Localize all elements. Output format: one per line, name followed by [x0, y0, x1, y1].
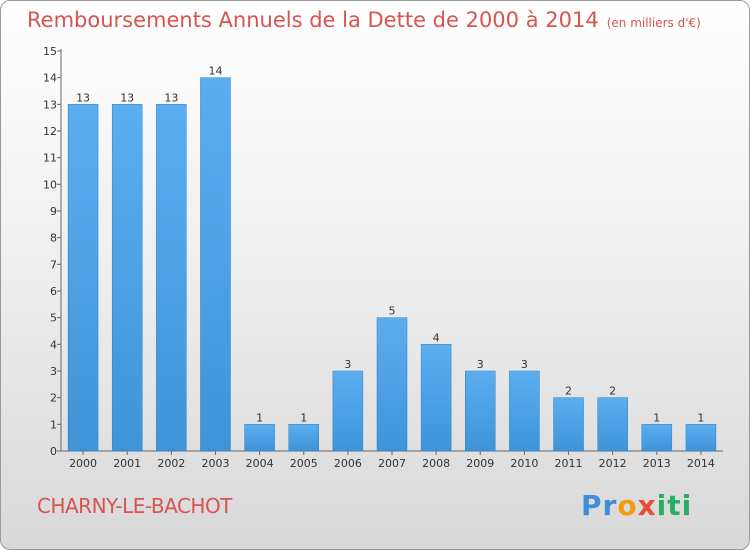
bar	[332, 370, 364, 452]
y-tick-label: 1	[50, 418, 57, 431]
logo-letter: o	[617, 489, 638, 522]
logo-letter: i	[681, 489, 693, 522]
logo-letter: i	[656, 489, 668, 522]
x-tick-label: 2000	[69, 457, 97, 470]
bar-value-label: 3	[344, 358, 351, 371]
y-tick-label: 9	[50, 205, 57, 218]
y-tick-label: 6	[50, 285, 57, 298]
bar	[156, 104, 187, 452]
y-tick-label: 7	[50, 258, 57, 271]
logo-letter: P	[581, 489, 603, 522]
bar-value-label: 14	[208, 65, 222, 78]
bar-value-label: 2	[609, 385, 616, 398]
y-tick-label: 3	[50, 365, 57, 378]
bar-value-label: 13	[76, 91, 90, 104]
bar	[509, 370, 540, 452]
bar	[465, 370, 496, 452]
x-tick-label: 2002	[157, 457, 185, 470]
x-tick-label: 2003	[201, 457, 229, 470]
bar-value-label: 3	[477, 358, 484, 371]
chart-title: Remboursements Annuels de la Dette de 20…	[27, 8, 599, 32]
bar-value-label: 13	[120, 91, 134, 104]
y-tick-label: 11	[43, 152, 57, 165]
x-tick-label: 2013	[643, 457, 671, 470]
y-tick-label: 2	[50, 392, 57, 405]
x-tick-label: 2005	[290, 457, 318, 470]
bar	[420, 344, 452, 452]
bar-value-label: 1	[697, 411, 704, 424]
bar	[553, 397, 584, 452]
bar	[111, 104, 143, 452]
bar	[67, 104, 99, 452]
bar	[685, 424, 717, 452]
proxiti-logo: Proxiti	[581, 489, 692, 522]
bar-value-label: 1	[256, 411, 263, 424]
x-tick-label: 2004	[246, 457, 274, 470]
chart-title-block: Remboursements Annuels de la Dette de 20…	[27, 8, 701, 32]
bar	[376, 317, 408, 452]
x-tick-label: 2014	[687, 457, 715, 470]
y-tick-label: 13	[43, 98, 57, 111]
logo-letter: r	[602, 489, 618, 522]
x-tick-label: 2012	[599, 457, 627, 470]
bar	[641, 424, 673, 452]
y-tick-label: 5	[50, 312, 57, 325]
y-tick-label: 15	[43, 45, 57, 58]
bar	[244, 424, 275, 452]
x-tick-label: 2009	[466, 457, 494, 470]
bar-value-label: 13	[164, 91, 178, 104]
bar	[597, 397, 628, 452]
y-tick-label: 14	[43, 72, 57, 85]
y-tick-label: 8	[50, 232, 57, 245]
logo-letter: t	[667, 489, 682, 522]
x-tick-label: 2006	[334, 457, 362, 470]
bar-value-label: 1	[653, 411, 660, 424]
bar	[200, 77, 231, 452]
y-tick-label: 10	[43, 178, 57, 191]
bar-value-label: 2	[565, 385, 572, 398]
x-tick-label: 2011	[555, 457, 583, 470]
bar-value-label: 1	[300, 411, 307, 424]
x-tick-label: 2007	[378, 457, 406, 470]
x-tick-label: 2001	[113, 457, 141, 470]
logo-letter: x	[637, 489, 657, 522]
bar-value-label: 3	[521, 358, 528, 371]
y-tick-label: 12	[43, 125, 57, 138]
x-tick-label: 2008	[422, 457, 450, 470]
chart-subtitle: (en milliers d'€)	[606, 16, 701, 30]
bar	[288, 424, 319, 452]
y-tick-label: 4	[50, 338, 57, 351]
x-tick-label: 2010	[510, 457, 538, 470]
bar-value-label: 4	[433, 331, 440, 344]
bar-value-label: 5	[389, 305, 396, 318]
y-tick-label: 0	[50, 445, 57, 458]
commune-name: CHARNY-LE-BACHOT	[37, 494, 232, 518]
